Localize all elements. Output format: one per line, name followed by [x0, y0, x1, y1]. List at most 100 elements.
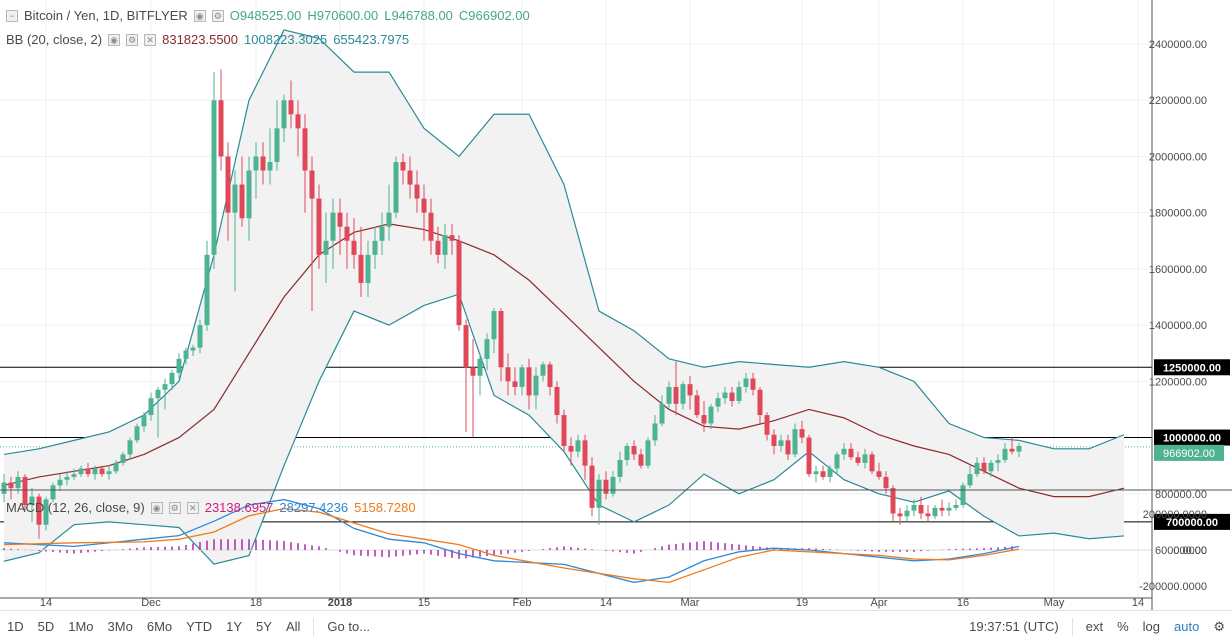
candle-body [596, 479, 602, 508]
candle-body [708, 406, 714, 424]
range-1d[interactable]: 1D [7, 619, 24, 634]
candle-body [715, 398, 721, 407]
candle-body [722, 392, 728, 399]
bb-name: BB (20, close, 2) [6, 32, 103, 47]
candle-body [344, 226, 350, 241]
candle-body [435, 240, 441, 255]
candle-body [484, 339, 490, 359]
candle-body [197, 325, 203, 348]
toolbar-right: 19:37:51 (UTC) ext % log auto ⚙ [962, 617, 1232, 636]
symbol-title: Bitcoin / Yen, 1D, BITFLYER [24, 8, 188, 23]
candle-body [134, 426, 140, 441]
eye-icon[interactable]: ◉ [193, 9, 206, 22]
divider [1071, 617, 1073, 636]
candle-body [883, 476, 889, 489]
log-button[interactable]: log [1142, 619, 1161, 634]
candle-body [687, 384, 693, 396]
bb-lower: 655423.7975 [333, 32, 410, 47]
range-3mo[interactable]: 3Mo [107, 619, 133, 634]
collapse-icon[interactable]: − [6, 9, 18, 22]
settings-icon[interactable]: ⚙ [126, 33, 139, 46]
high-value: H970600.00 [307, 8, 379, 23]
candle-body [491, 311, 497, 340]
ext-button[interactable]: ext [1085, 619, 1104, 634]
bollinger-bands [3, 29, 1125, 565]
eye-icon[interactable]: ◉ [150, 501, 163, 514]
candle-body [701, 415, 707, 424]
candle-body [127, 440, 133, 455]
range-1mo[interactable]: 1Mo [68, 619, 94, 634]
candle-body [967, 474, 973, 486]
time-tick-label: 16 [957, 597, 969, 609]
candle-body [113, 462, 119, 472]
candle-body [547, 364, 553, 387]
settings-gear-icon[interactable]: ⚙ [1213, 618, 1225, 634]
time-tick-label: 18 [250, 597, 262, 609]
candle-body [799, 429, 805, 438]
range-1y[interactable]: 1Y [226, 619, 243, 634]
time-tick-label: 19 [796, 597, 808, 609]
bottom-toolbar: 1D 5D 1Mo 3Mo 6Mo YTD 1Y 5Y All Go to...… [0, 610, 1232, 642]
candle-body [323, 240, 329, 255]
candle-body [1, 482, 7, 494]
percent-button[interactable]: % [1117, 619, 1129, 634]
candle-body [946, 507, 952, 511]
macd-tick-label: -200000.0000 [1139, 581, 1207, 593]
close-icon[interactable]: ✕ [144, 33, 157, 46]
candle-body [302, 128, 308, 171]
candle-body [603, 479, 609, 494]
goto-button[interactable]: Go to... [327, 619, 371, 634]
candle-body [442, 235, 448, 255]
range-ytd[interactable]: YTD [186, 619, 213, 634]
macd-hist-value: 23138.6957 [204, 500, 274, 515]
candle-body [246, 170, 252, 219]
candle-body [8, 482, 14, 489]
range-5d[interactable]: 5D [37, 619, 55, 634]
macd-tick-label: 200000.0000 [1143, 509, 1207, 521]
candle-body [365, 254, 371, 283]
candle-body [169, 372, 175, 385]
candle-body [897, 513, 903, 517]
candle-body [862, 454, 868, 463]
range-6mo[interactable]: 6Mo [146, 619, 173, 634]
macd-signal-value: 5158.7280 [354, 500, 416, 515]
candle-body [309, 170, 315, 199]
candle-body [988, 462, 994, 472]
price-tick-label: 1400000.00 [1149, 320, 1207, 332]
candle-body [183, 350, 189, 359]
time-tick-label: Mar [681, 597, 700, 609]
eye-icon[interactable]: ◉ [108, 33, 121, 46]
candle-body [729, 392, 735, 402]
auto-button[interactable]: auto [1174, 619, 1200, 634]
bb-upper-line [3, 29, 1125, 456]
last-price-label: 966902.00 [1163, 448, 1215, 460]
candle-body [120, 454, 126, 463]
candle-body [582, 440, 588, 466]
candle-body [939, 507, 945, 511]
candle-body [232, 184, 238, 213]
time-tick-label: 14 [1132, 597, 1144, 609]
candle-body [43, 499, 49, 525]
candle-body [379, 226, 385, 241]
settings-icon[interactable]: ⚙ [211, 9, 224, 22]
range-all[interactable]: All [285, 619, 301, 634]
candle-body [36, 496, 42, 525]
candle-body [449, 235, 455, 241]
range-5y[interactable]: 5Y [256, 619, 272, 634]
axes: 2600000.002400000.002200000.002000000.00… [0, 0, 1232, 610]
bb-basis: 831823.5500 [162, 32, 239, 47]
candle-body [813, 471, 819, 475]
candle-body [64, 476, 70, 480]
time-tick-label: 14 [600, 597, 612, 609]
candle-body [456, 240, 462, 326]
candle-body [400, 162, 406, 171]
price-tick-label: 1800000.00 [1149, 208, 1207, 220]
candle-body [92, 468, 98, 475]
candle-body [617, 460, 623, 477]
settings-icon[interactable]: ⚙ [168, 501, 181, 514]
close-icon[interactable]: ✕ [186, 501, 199, 514]
candle-body [575, 440, 581, 452]
candle-body [960, 485, 966, 506]
